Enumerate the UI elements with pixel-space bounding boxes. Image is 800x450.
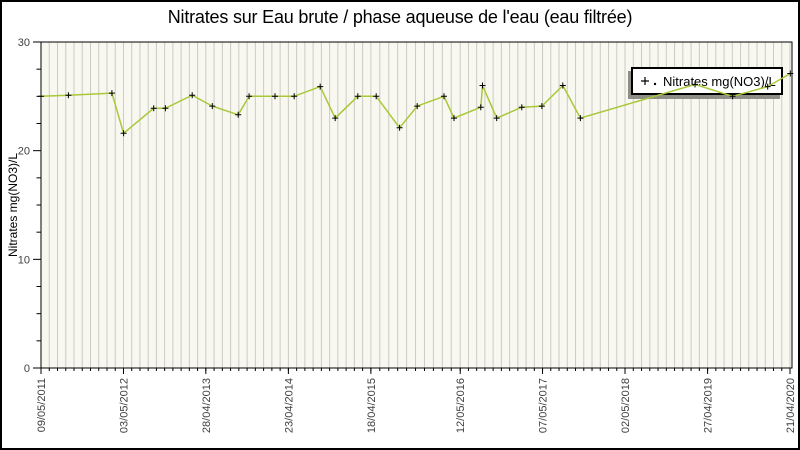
svg-text:28/04/2013: 28/04/2013 xyxy=(201,378,213,433)
y-axis-title: Nitrates mg(NO3)/L xyxy=(6,152,20,258)
svg-text:27/04/2019: 27/04/2019 xyxy=(703,378,715,433)
svg-text:30: 30 xyxy=(18,37,30,49)
svg-text:12/05/2016: 12/05/2016 xyxy=(455,378,467,433)
svg-text:18/04/2015: 18/04/2015 xyxy=(366,378,378,433)
svg-text:0: 0 xyxy=(24,363,30,375)
plus-marker-icon xyxy=(641,77,657,86)
svg-text:03/05/2012: 03/05/2012 xyxy=(118,378,130,433)
x-axis-ticks xyxy=(40,368,791,374)
svg-text:09/05/2011: 09/05/2011 xyxy=(36,378,48,432)
legend-box: Nitrates mg(NO3)/L xyxy=(631,67,783,95)
svg-text:20: 20 xyxy=(18,146,30,158)
svg-text:07/05/2017: 07/05/2017 xyxy=(538,378,550,433)
legend-label: Nitrates mg(NO3)/L xyxy=(663,73,776,89)
svg-text:10: 10 xyxy=(18,254,30,266)
svg-text:23/04/2014: 23/04/2014 xyxy=(283,378,295,433)
chart-title: Nitrates sur Eau brute / phase aqueuse d… xyxy=(167,7,633,27)
svg-text:02/05/2018: 02/05/2018 xyxy=(620,378,632,433)
y-axis-tick-labels: 0 10 20 30 xyxy=(18,37,30,375)
svg-text:21/04/2020: 21/04/2020 xyxy=(785,378,797,433)
x-axis-tick-labels: 09/05/2011 03/05/2012 28/04/2013 23/04/2014… xyxy=(36,378,797,433)
y-axis-ticks xyxy=(33,41,41,369)
